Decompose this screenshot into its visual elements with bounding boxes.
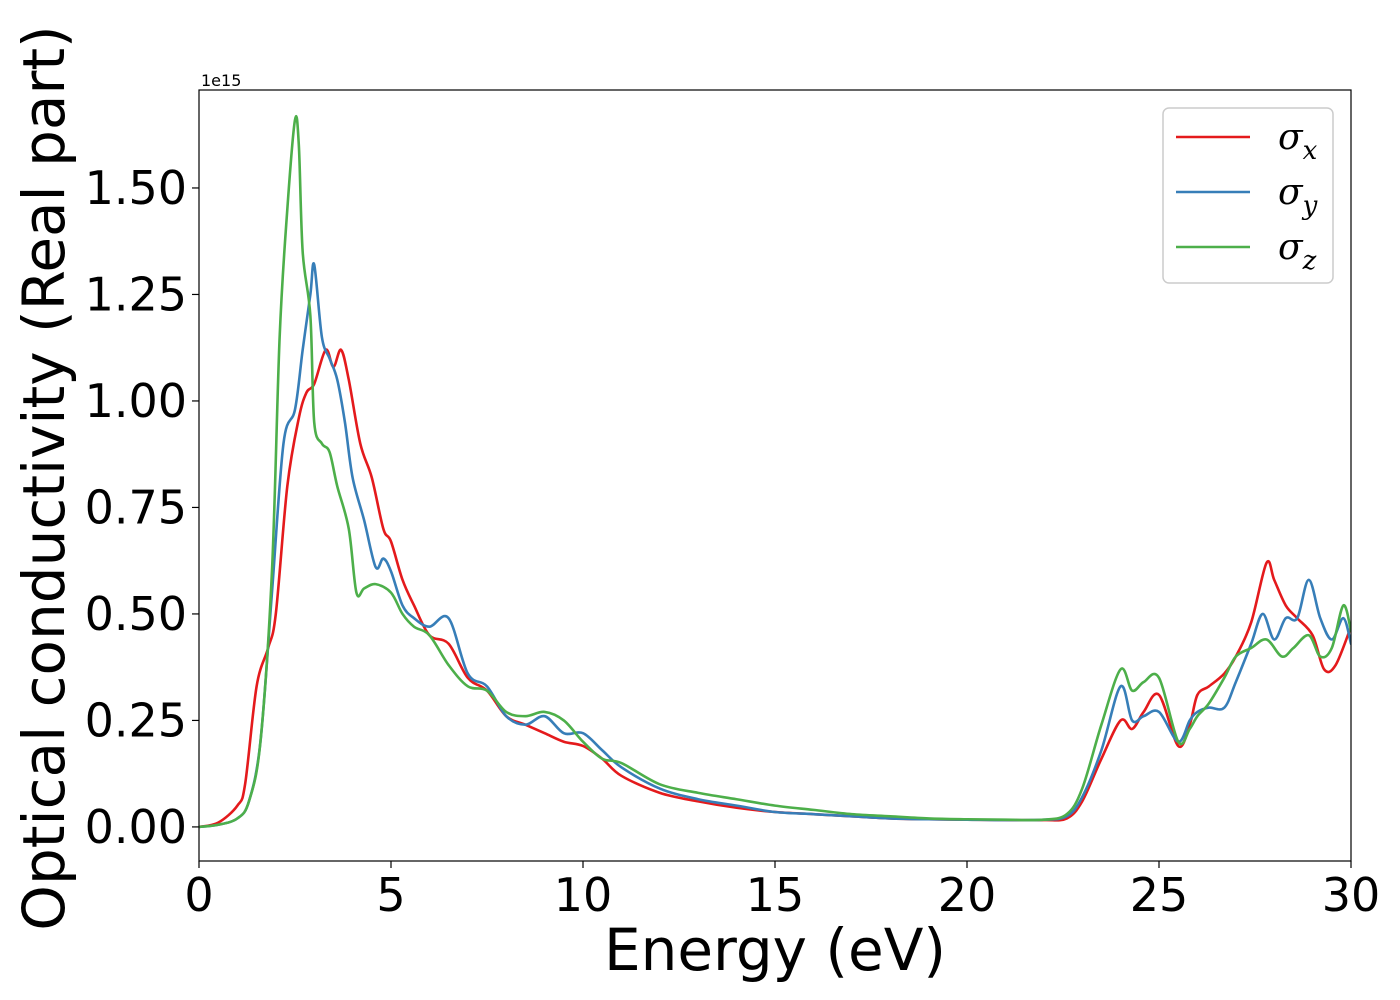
- x-axis-label: Energy (eV): [604, 916, 946, 984]
- x-tick-label: 10: [554, 868, 613, 922]
- y-axis-offset-label: 1e15: [201, 71, 241, 90]
- x-tick-label: 30: [1322, 868, 1381, 922]
- legend-box: [1162, 107, 1334, 284]
- y-tick-label: 1.50: [85, 161, 187, 215]
- x-tick-label: 20: [938, 868, 997, 922]
- x-tick-label: 0: [184, 868, 213, 922]
- y-tick-label: 0.25: [85, 693, 187, 747]
- legend-symbol: σ: [1278, 117, 1304, 158]
- series-line-z: [199, 114, 1351, 829]
- legend-subscript: y: [1302, 191, 1318, 221]
- x-tick-label: 25: [1130, 868, 1189, 922]
- legend-label-y: σy: [1278, 172, 1318, 221]
- y-tick-label: 0.00: [85, 800, 187, 854]
- series-line-x: [199, 348, 1351, 829]
- y-axis-label: Optical conductivity (Real part): [10, 25, 78, 930]
- legend-subscript: x: [1303, 136, 1318, 166]
- legend-symbol: σ: [1278, 227, 1304, 268]
- legend-label-x: σx: [1278, 117, 1318, 166]
- y-tick-label: 0.50: [85, 587, 187, 641]
- legend-symbol: σ: [1278, 172, 1304, 213]
- legend-subscript: z: [1302, 246, 1317, 276]
- series-line-y: [199, 262, 1351, 829]
- y-tick-label: 1.25: [85, 267, 187, 321]
- x-tick-label: 15: [746, 868, 805, 922]
- y-axis: 0.00 0.25 0.50 0.75 1.00 1.25 1.50: [85, 161, 199, 854]
- y-tick-label: 0.75: [85, 480, 187, 534]
- legend-label-z: σz: [1278, 227, 1317, 276]
- y-tick-label: 1.00: [85, 374, 187, 428]
- x-axis: 0 5 10 15 20 25 30: [184, 861, 1380, 922]
- x-tick-label: 5: [376, 868, 405, 922]
- series-layer: [199, 114, 1351, 829]
